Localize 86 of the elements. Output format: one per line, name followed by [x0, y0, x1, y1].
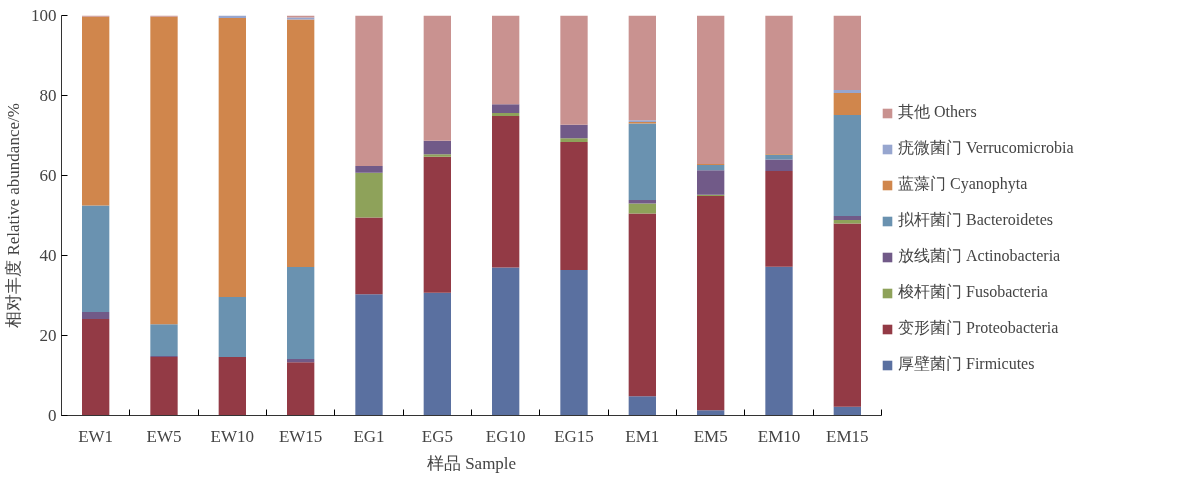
y-tick-label: 80 [39, 86, 57, 105]
bar [560, 15, 588, 125]
legend-label: 拟杆菌门 Bacteroidetes [898, 210, 1054, 230]
bar [423, 292, 451, 416]
y-tick-label: 100 [31, 6, 57, 25]
bar [82, 311, 110, 320]
bar [82, 319, 110, 416]
bar [218, 357, 246, 416]
bar [423, 154, 451, 157]
bar [560, 138, 588, 142]
bar [423, 156, 451, 293]
bar [150, 16, 178, 325]
bar [150, 357, 178, 416]
bar [697, 15, 725, 164]
bar [492, 113, 520, 116]
x-tick-label: EG15 [554, 426, 594, 446]
bar [628, 199, 656, 204]
y-tick-label: 60 [39, 166, 57, 185]
bar [833, 93, 861, 116]
x-tick-label: EM1 [625, 426, 660, 446]
bar [765, 154, 793, 160]
bar [218, 17, 246, 298]
bar [287, 359, 315, 363]
bar [697, 170, 725, 195]
x-tick-label: EW15 [278, 426, 323, 446]
x-tick-label: EG5 [421, 426, 453, 446]
bar [765, 159, 793, 172]
bar [833, 115, 861, 216]
y-tick-label: 20 [39, 326, 57, 345]
x-tick-label: EW5 [146, 426, 182, 446]
legend-label: 蓝藻门 Cyanophyta [898, 174, 1028, 195]
bar [628, 203, 656, 214]
x-tick-label: EM10 [757, 426, 801, 446]
x-tick-label: EW10 [210, 426, 255, 446]
legend-label: 疣微菌门 Verrucomicrobia [898, 138, 1074, 158]
bar [287, 267, 315, 360]
x-tick-label: EM5 [693, 426, 728, 446]
bar [492, 267, 520, 416]
bar [833, 15, 861, 90]
bar [82, 205, 110, 312]
bar [218, 297, 246, 358]
bar [423, 140, 451, 155]
bar [628, 15, 656, 121]
bar [765, 15, 793, 154]
bar [150, 324, 178, 356]
bar [287, 362, 315, 416]
bar [560, 124, 588, 139]
bar [697, 195, 725, 411]
bar [560, 141, 588, 270]
bar [560, 269, 588, 416]
bar [833, 406, 861, 416]
bar [628, 213, 656, 397]
bar [628, 396, 656, 416]
bar [833, 89, 861, 94]
bar [355, 217, 383, 295]
legend-label: 放线菌门 Actinobacteria [898, 246, 1061, 266]
x-axis-title: 样品 Sample [426, 453, 517, 473]
bar [355, 15, 383, 166]
x-tick-label: EG1 [353, 426, 385, 446]
bar [423, 15, 451, 141]
bar [355, 172, 383, 218]
x-tick-label: EW1 [78, 426, 114, 446]
bar [492, 15, 520, 105]
y-tick-label: 0 [48, 406, 57, 425]
bar [628, 123, 656, 200]
y-axis-title: 相对丰度 Relative abundance/% [4, 103, 23, 328]
x-tick-label: EG10 [485, 426, 526, 446]
bar [833, 223, 861, 407]
bar [492, 104, 520, 114]
y-tick-label: 40 [39, 246, 57, 265]
bar [82, 16, 110, 206]
legend-label: 厚壁菌门 Firmicutes [898, 354, 1035, 374]
bar [287, 19, 315, 268]
bar [697, 410, 725, 416]
bar [355, 165, 383, 173]
bar [765, 171, 793, 267]
bar [833, 215, 861, 220]
bar [492, 115, 520, 268]
bar [833, 219, 861, 224]
legend-label: 其他 Others [898, 102, 977, 122]
bar [765, 266, 793, 416]
legend-label: 变形菌门 Proteobacteria [898, 318, 1059, 338]
x-tick-label: EM15 [826, 426, 869, 446]
legend-label: 梭杆菌门 Fusobacteria [898, 282, 1048, 302]
bar [697, 165, 725, 171]
bar [355, 294, 383, 416]
